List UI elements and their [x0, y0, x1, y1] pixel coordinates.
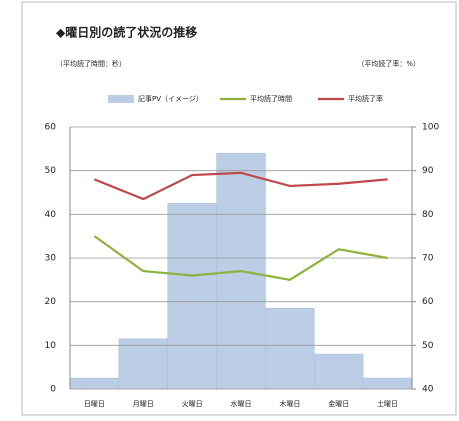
y-tick-label: 10 [45, 341, 57, 351]
x-tick-label: 木曜日 [279, 399, 300, 408]
x-tick-label: 土曜日 [377, 399, 398, 408]
y2-tick-label: 50 [422, 341, 434, 351]
bar [69, 377, 120, 390]
bar [362, 377, 413, 390]
y-tick-label: 20 [45, 297, 57, 307]
y2-tick-label: 40 [422, 385, 434, 395]
y2-tick-label: 100 [422, 123, 439, 133]
y2-tick-label: 60 [422, 297, 434, 307]
bar [265, 307, 315, 390]
x-tick-label: 月曜日 [133, 400, 154, 408]
bar [167, 203, 217, 390]
bar [118, 338, 168, 390]
y-tick-label: 60 [45, 123, 57, 133]
line [94, 171, 388, 201]
bar [314, 353, 364, 390]
y2-axis-label: （平均読了率：%） [357, 59, 420, 68]
y-tick-label: 0 [50, 385, 56, 395]
y-tick-label: 30 [45, 254, 57, 264]
legend-label: 平均読了率 [348, 94, 383, 103]
line [93, 235, 388, 281]
y2-tick-label: 90 [422, 166, 434, 176]
legend-label: 平均読了時間 [250, 94, 292, 103]
y-axis-label: （平均読了時間：秒） [56, 59, 126, 68]
x-tick-label: 火曜日 [182, 400, 203, 408]
y2-tick-label: 80 [422, 210, 434, 220]
x-tick-label: 日曜日 [84, 400, 105, 408]
y-tick-label: 40 [45, 210, 57, 220]
y-tick-label: 50 [45, 166, 57, 176]
x-tick-label: 金曜日 [328, 399, 349, 408]
legend-label: 記事PV（イメージ） [138, 94, 203, 103]
legend-swatch [108, 95, 134, 103]
x-tick-label: 水曜日 [231, 399, 252, 408]
chart-title: ◆曜日別の読了状況の推移 [56, 25, 197, 40]
y2-tick-label: 70 [422, 254, 434, 264]
